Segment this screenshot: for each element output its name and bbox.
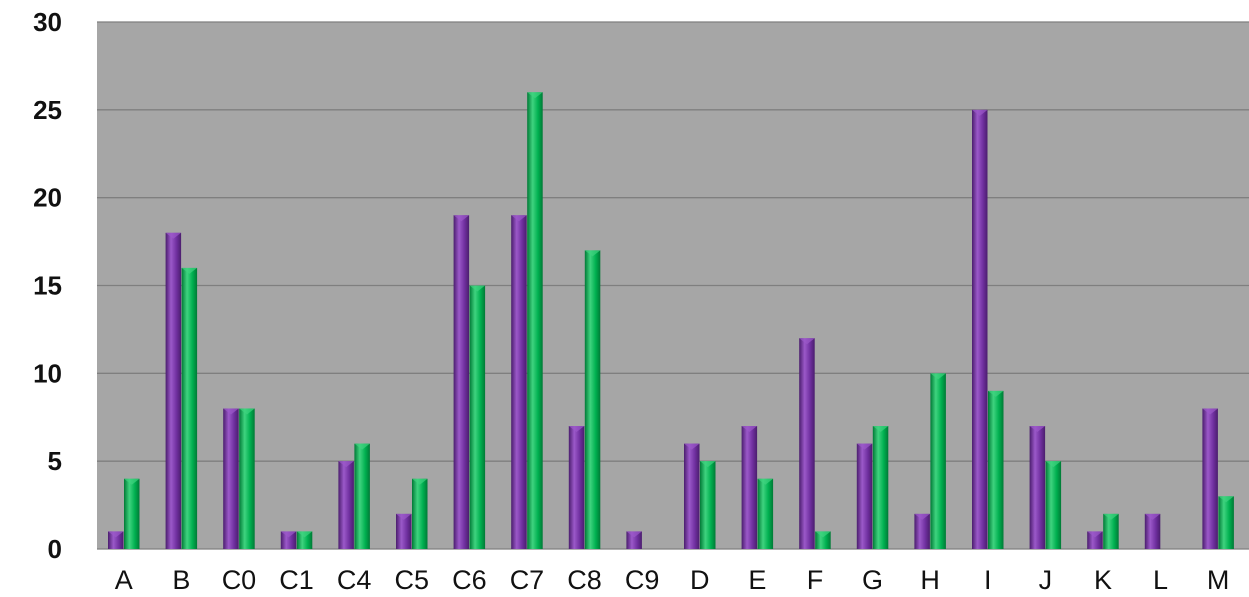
bar-series-1-E	[742, 426, 758, 549]
bar-series-2-C5	[412, 479, 428, 549]
x-category-label: C7	[510, 565, 545, 595]
bar-series-1-M	[1202, 408, 1218, 549]
x-category-label: F	[807, 565, 824, 595]
x-category-label: C9	[625, 565, 660, 595]
bar-series-1-B	[166, 233, 182, 549]
bar-series-1-C8	[569, 426, 585, 549]
x-category-label: C5	[394, 565, 429, 595]
bar-series-1-C6	[454, 215, 470, 549]
y-tick-label: 10	[33, 358, 62, 388]
x-category-label: L	[1153, 565, 1168, 595]
x-category-label: H	[920, 565, 940, 595]
bar-series-2-D	[700, 461, 716, 549]
x-category-label: I	[984, 565, 992, 595]
bar-series-1-C0	[223, 408, 239, 549]
bar-series-1-F	[799, 338, 815, 549]
y-tick-label: 15	[33, 271, 62, 301]
bar-series-1-J	[1030, 426, 1046, 549]
bar-series-1-C7	[511, 215, 527, 549]
x-category-label: C4	[337, 565, 372, 595]
y-tick-label: 30	[33, 7, 62, 37]
x-category-label: C8	[567, 565, 602, 595]
bar-series-2-A	[124, 479, 140, 549]
x-category-label: C1	[279, 565, 314, 595]
x-category-label: C0	[222, 565, 257, 595]
y-axis-tick-labels: 0 5 10 15 20 25 30	[33, 7, 62, 564]
x-category-label: G	[862, 565, 883, 595]
x-category-label: B	[172, 565, 190, 595]
bar-series-2-E	[758, 479, 774, 549]
bar-series-1-I	[972, 110, 988, 549]
y-tick-label: 25	[33, 95, 62, 125]
bar-series-2-C4	[354, 444, 370, 549]
bar-series-2-H	[930, 373, 946, 549]
x-category-label: D	[690, 565, 710, 595]
x-category-label: J	[1039, 565, 1053, 595]
bar-series-2-C0	[239, 408, 255, 549]
x-category-label: E	[748, 565, 766, 595]
bar-series-2-C7	[527, 92, 543, 549]
x-category-label: C6	[452, 565, 487, 595]
bar-series-1-G	[857, 444, 873, 549]
bar-series-2-G	[873, 426, 889, 549]
bar-series-1-D	[684, 444, 700, 549]
y-tick-label: 20	[33, 183, 62, 213]
x-category-label: K	[1094, 565, 1112, 595]
x-axis-category-labels: A B C0 C1 C4 C5 C6 C7 C8 C9 D E F G H I J K L M	[115, 565, 1230, 595]
y-tick-label: 0	[48, 534, 62, 564]
x-category-label: A	[115, 565, 133, 595]
bar-series-2-I	[988, 391, 1004, 549]
x-category-label: M	[1207, 565, 1230, 595]
bar-series-1-C4	[338, 461, 354, 549]
bar-series-2-C8	[585, 250, 601, 549]
bar-series-2-J	[1046, 461, 1062, 549]
bar-series-2-M	[1218, 496, 1234, 549]
y-tick-label: 5	[48, 446, 62, 476]
bar-series-2-B	[182, 268, 198, 549]
bar-series-2-C6	[470, 286, 486, 550]
